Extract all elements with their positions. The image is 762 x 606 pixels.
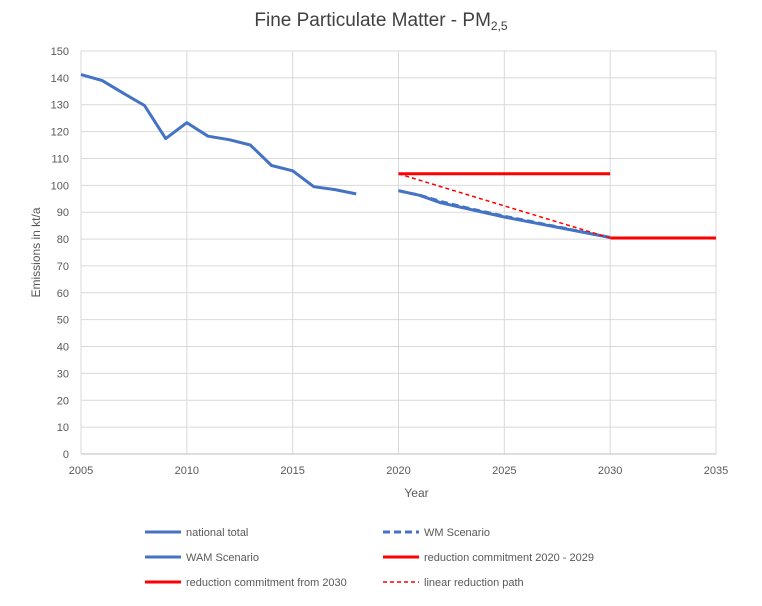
y-tick-label: 80: [57, 234, 69, 246]
legend-label: WM Scenario: [424, 527, 490, 539]
y-tick-label: 120: [51, 127, 69, 139]
y-tick-label: 150: [51, 46, 69, 58]
y-tick-label: 50: [57, 315, 69, 327]
legend-label: national total: [186, 527, 248, 539]
y-tick-label: 30: [57, 368, 69, 380]
x-tick-label: 2015: [280, 465, 304, 477]
y-tick-label: 130: [51, 100, 69, 112]
x-tick-label: 2025: [492, 465, 516, 477]
y-tick-label: 20: [57, 395, 69, 407]
y-axis-title: Emissions in kt/a: [29, 207, 43, 297]
x-tick-label: 2005: [69, 465, 93, 477]
y-tick-label: 110: [51, 153, 69, 165]
y-tick-label: 90: [57, 207, 69, 219]
y-tick-label: 100: [51, 180, 69, 192]
x-tick-label: 2030: [598, 465, 622, 477]
y-tick-label: 40: [57, 342, 69, 354]
legend-label: linear reduction path: [424, 577, 524, 589]
legend-label: reduction commitment 2020 - 2029: [424, 552, 594, 564]
y-tick-label: 140: [51, 73, 69, 85]
x-axis-title: Year: [404, 486, 428, 500]
series-line-linear-reduction-path: [398, 173, 611, 239]
y-tick-label: 0: [63, 449, 69, 461]
series-line-national-total: [80, 73, 357, 196]
chart-title: Fine Particulate Matter - PM2,5: [0, 10, 762, 33]
y-tick-label: 70: [57, 261, 69, 273]
y-tick-label: 60: [57, 288, 69, 300]
y-tick-label: 10: [57, 422, 69, 434]
chart-title-text: Fine Particulate Matter - PM: [254, 10, 491, 31]
series-line-wm-scenario: [398, 189, 611, 239]
legend-label: reduction commitment from 2030: [186, 577, 347, 589]
x-tick-label: 2010: [175, 465, 199, 477]
chart-title-subscript: 2,5: [490, 19, 508, 33]
legend-label: WAM Scenario: [186, 552, 259, 564]
x-tick-label: 2020: [386, 465, 410, 477]
x-tick-label: 2035: [704, 465, 728, 477]
